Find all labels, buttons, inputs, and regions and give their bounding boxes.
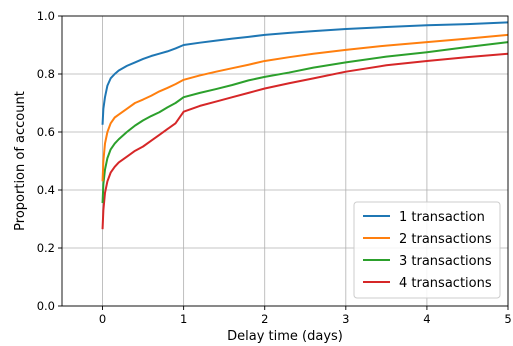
legend-entry: 2 transactions <box>399 232 492 247</box>
y-tick-label: 0.0 <box>37 299 55 313</box>
series-lines <box>101 21 509 230</box>
x-tick-label: 4 <box>423 312 430 326</box>
legend-entry: 4 transactions <box>399 276 492 291</box>
series-line-2 <box>101 33 509 182</box>
series-line-1 <box>101 21 509 125</box>
legend: 1 transaction 2 transactions 3 transaction… <box>353 201 501 299</box>
axis-ticks: 0 1 2 3 4 5 0.0 0.2 0.4 0.6 0.8 1.0 <box>37 9 512 326</box>
x-tick-label: 0 <box>99 312 106 326</box>
y-tick-label: 0.8 <box>37 67 55 81</box>
y-tick-label: 0.6 <box>37 125 55 139</box>
legend-entry: 1 transaction <box>399 210 485 225</box>
legend-entry: 3 transactions <box>399 254 492 269</box>
y-axis-label: Proportion of account <box>13 91 28 231</box>
legend-box <box>353 201 501 299</box>
y-tick-label: 1.0 <box>37 9 55 23</box>
x-tick-label: 2 <box>261 312 268 326</box>
x-tick-label: 3 <box>342 312 349 326</box>
series-line-4 <box>101 52 509 230</box>
x-tick-label: 1 <box>180 312 187 326</box>
x-axis-label: Delay time (days) <box>227 329 343 344</box>
plot-frame <box>61 15 509 307</box>
y-tick-label: 0.4 <box>37 183 55 197</box>
x-tick-label: 5 <box>504 312 511 326</box>
y-tick-label: 0.2 <box>37 241 55 255</box>
axis-labels: Delay time (days) Proportion of account <box>13 91 343 344</box>
series-line-3 <box>101 41 509 204</box>
